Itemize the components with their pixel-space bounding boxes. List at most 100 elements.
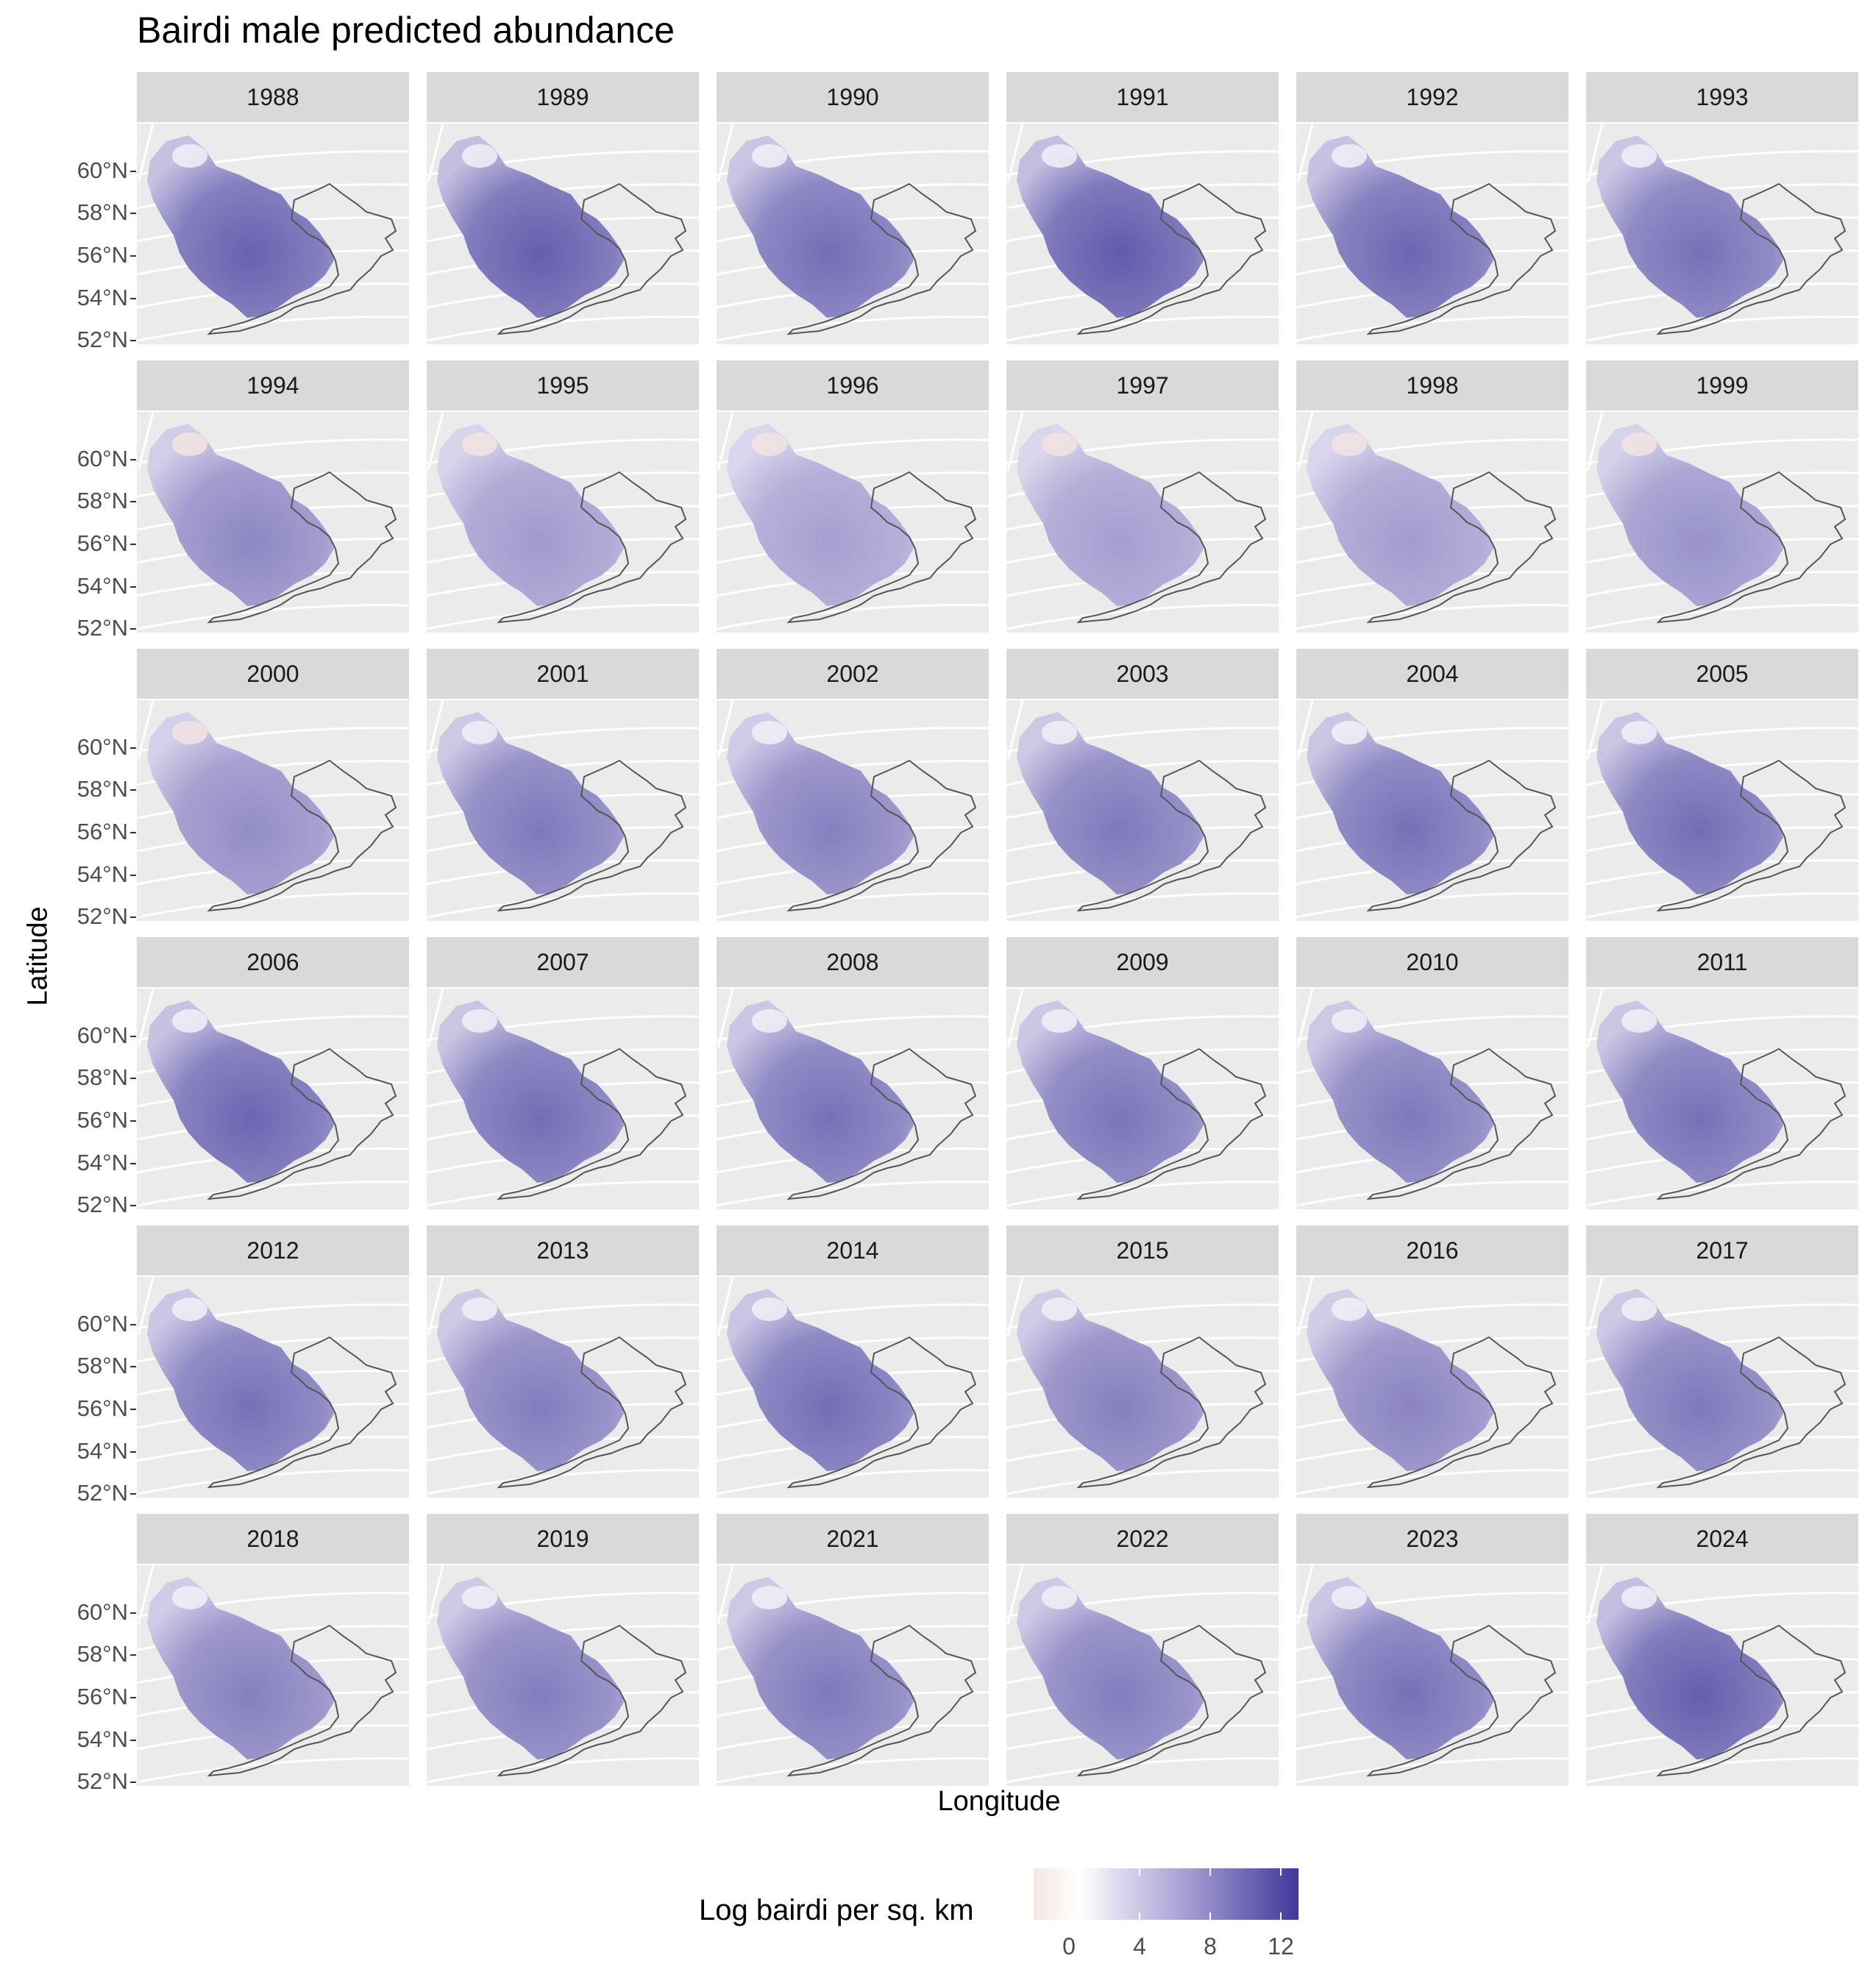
graticule-line [717, 316, 989, 342]
graticule-meridian [427, 1565, 444, 1625]
y-tick-mark [130, 628, 136, 630]
facet-strip-1989: 1989 [427, 72, 699, 122]
low-abundance-patch [1621, 144, 1657, 168]
alaska-coastline [1076, 471, 1267, 624]
alaska-coastline [1656, 1336, 1847, 1489]
legend-tick-mark [1068, 1868, 1070, 1876]
map-panel-2021 [717, 1565, 989, 1786]
graticule-line [1296, 604, 1568, 630]
legend-tick-label: 0 [1062, 1933, 1076, 1960]
graticule-meridian [1006, 1565, 1024, 1625]
facet-strip-1994: 1994 [137, 360, 409, 410]
graticule-meridian [717, 989, 734, 1048]
facet-strip-1998: 1998 [1296, 360, 1568, 410]
y-tick-mark [130, 1612, 136, 1614]
graticule-meridian [717, 1277, 734, 1337]
low-abundance-patch [462, 1009, 497, 1033]
map-panel-1995 [427, 412, 699, 633]
y-tick-label: 58°N [77, 488, 128, 513]
graticule-meridian [1586, 1565, 1604, 1625]
y-tick-label: 52°N [77, 615, 128, 641]
facet-strip-2002: 2002 [717, 649, 989, 699]
map-panel-1988 [137, 124, 409, 344]
graticule-meridian [1296, 124, 1314, 183]
abundance-surface [147, 1577, 334, 1759]
graticule-line [1006, 316, 1279, 342]
abundance-surface [1307, 424, 1493, 606]
y-tick-label: 52°N [77, 327, 128, 352]
alaska-coastline [1366, 471, 1557, 624]
facet-strip-1997: 1997 [1006, 360, 1279, 410]
y-tick-mark [130, 586, 136, 588]
graticule-meridian [717, 1565, 734, 1625]
alaska-coastline [207, 471, 397, 624]
map-panel-2008 [717, 989, 989, 1209]
map-panel-2014 [717, 1277, 989, 1498]
abundance-surface [727, 135, 914, 318]
low-abundance-patch [1621, 433, 1657, 456]
y-tick-label: 52°N [77, 1192, 128, 1217]
low-abundance-patch [1042, 1009, 1077, 1033]
facet-strip-2021: 2021 [717, 1514, 989, 1564]
alaska-coastline [497, 1336, 687, 1489]
graticule-line [1586, 892, 1858, 919]
y-tick-mark [130, 1120, 136, 1122]
low-abundance-patch [1042, 433, 1077, 456]
abundance-surface [147, 135, 334, 318]
graticule-line [427, 1181, 699, 1207]
graticule-line [1586, 1181, 1858, 1207]
graticule-line [717, 604, 989, 630]
map-panel-1993 [1586, 124, 1858, 344]
graticule-line [427, 892, 699, 919]
y-tick-mark [130, 1654, 136, 1656]
map-panel-2017 [1586, 1277, 1858, 1498]
alaska-coastline [1076, 182, 1267, 335]
y-tick-mark [130, 1036, 136, 1037]
y-tick-mark [130, 1782, 136, 1783]
map-panel-1991 [1006, 124, 1279, 344]
graticule-meridian [1006, 1277, 1024, 1337]
low-abundance-patch [1042, 1586, 1077, 1609]
facet-strip-2011: 2011 [1586, 937, 1858, 987]
graticule-meridian [1006, 124, 1024, 183]
y-tick-label: 56°N [77, 1395, 128, 1421]
y-tick-label: 58°N [77, 776, 128, 802]
abundance-surface [1596, 135, 1783, 318]
abundance-surface [1596, 1000, 1783, 1183]
facet-strip-2012: 2012 [137, 1225, 409, 1275]
graticule-line [137, 892, 409, 919]
graticule-line [717, 1757, 989, 1784]
low-abundance-patch [1332, 721, 1367, 744]
y-tick-label: 54°N [77, 285, 128, 310]
legend-colorbar [1034, 1868, 1298, 1920]
legend-tick-label: 8 [1204, 1933, 1217, 1960]
graticule-meridian [717, 412, 734, 471]
map-panel-2022 [1006, 1565, 1279, 1786]
graticule-meridian [1006, 989, 1024, 1048]
graticule-line [717, 892, 989, 919]
graticule-meridian [717, 124, 734, 183]
alaska-coastline [1656, 759, 1847, 912]
alaska-coastline [497, 759, 687, 912]
alaska-coastline [207, 1624, 397, 1777]
alaska-coastline [1656, 1624, 1847, 1777]
y-tick-mark [130, 832, 136, 833]
facet-strip-2007: 2007 [427, 937, 699, 987]
low-abundance-patch [1621, 1586, 1657, 1609]
facet-strip-2016: 2016 [1296, 1225, 1568, 1275]
graticule-meridian [137, 412, 154, 471]
legend-tick-mark [1280, 1912, 1282, 1920]
alaska-coastline [1076, 1624, 1267, 1777]
y-tick-label: 58°N [77, 199, 128, 225]
alaska-coastline [207, 759, 397, 912]
graticule-meridian [1586, 412, 1604, 471]
facet-strip-1991: 1991 [1006, 72, 1279, 122]
abundance-surface [437, 424, 624, 606]
abundance-surface [147, 424, 334, 606]
map-panel-2015 [1006, 1277, 1279, 1498]
y-tick-mark [130, 747, 136, 749]
map-panel-2013 [427, 1277, 699, 1498]
legend-tick-mark [1280, 1868, 1282, 1876]
alaska-coastline [497, 1624, 687, 1777]
low-abundance-patch [752, 1009, 787, 1033]
